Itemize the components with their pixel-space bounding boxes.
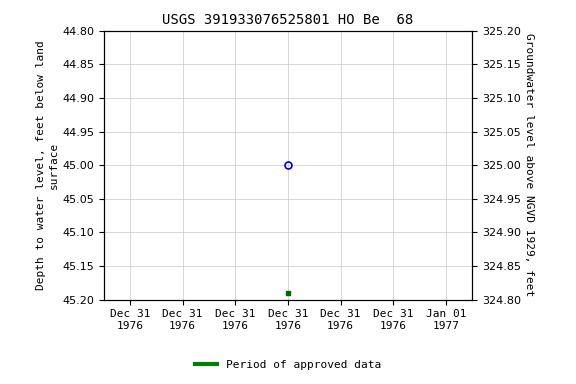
Legend: Period of approved data: Period of approved data <box>191 356 385 375</box>
Title: USGS 391933076525801 HO Be  68: USGS 391933076525801 HO Be 68 <box>162 13 414 27</box>
Y-axis label: Depth to water level, feet below land
surface: Depth to water level, feet below land su… <box>36 40 59 290</box>
Y-axis label: Groundwater level above NGVD 1929, feet: Groundwater level above NGVD 1929, feet <box>524 33 534 297</box>
